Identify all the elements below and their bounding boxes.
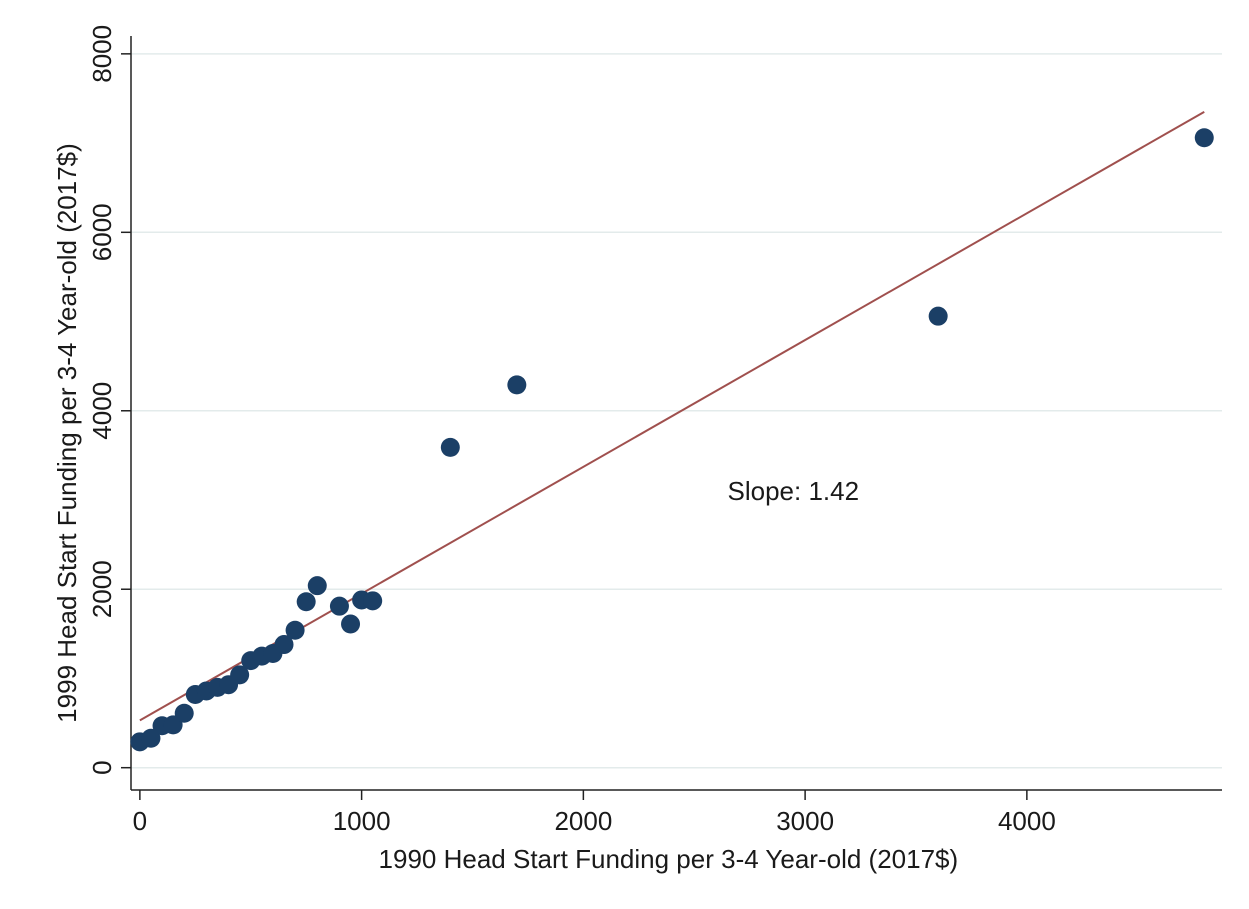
x-tick-label: 3000	[776, 806, 834, 836]
data-point	[141, 728, 161, 748]
y-tick-label: 6000	[87, 203, 117, 261]
data-point	[440, 437, 460, 457]
data-point	[307, 576, 327, 596]
data-point	[507, 375, 527, 395]
axes	[121, 36, 1222, 800]
text-layer: 1990 Head Start Funding per 3-4 Year-old…	[52, 25, 1056, 874]
data-point	[329, 596, 349, 616]
data-point	[274, 635, 294, 655]
x-axis-title: 1990 Head Start Funding per 3-4 Year-old…	[379, 844, 959, 874]
data-point	[174, 703, 194, 723]
y-axis-title: 1999 Head Start Funding per 3-4 Year-old…	[52, 143, 82, 723]
x-tick-label: 0	[133, 806, 147, 836]
y-tick-label: 2000	[87, 560, 117, 618]
data-point	[928, 306, 948, 326]
y-tick-label: 4000	[87, 382, 117, 440]
data-point	[341, 614, 361, 634]
data-point	[1194, 128, 1214, 148]
y-tick-label: 0	[87, 760, 117, 774]
x-tick-label: 1000	[333, 806, 391, 836]
data-point	[230, 665, 250, 685]
x-tick-label: 2000	[554, 806, 612, 836]
data-point	[296, 592, 316, 612]
y-tick-label: 8000	[87, 25, 117, 83]
slope-annotation: Slope: 1.42	[728, 476, 860, 506]
grid-lines	[131, 53, 1222, 769]
data-point	[285, 620, 305, 640]
fit-line	[139, 110, 1205, 722]
data-point	[363, 591, 383, 611]
points-layer	[130, 128, 1214, 752]
fit-line-layer	[139, 110, 1205, 722]
x-tick-label: 4000	[998, 806, 1056, 836]
